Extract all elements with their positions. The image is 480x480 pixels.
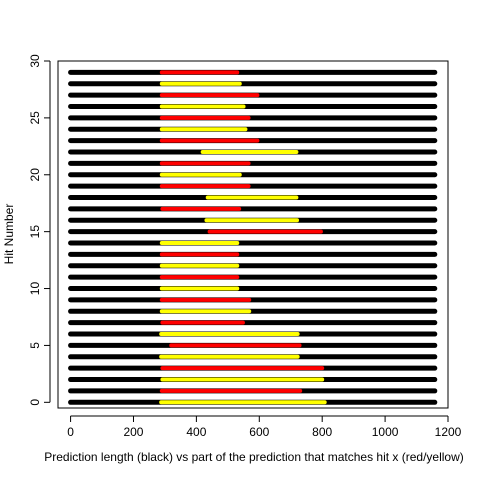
y-tick-label: 10 — [28, 282, 42, 296]
y-tick-label: 0 — [28, 399, 42, 406]
y-tick-label: 30 — [28, 54, 42, 68]
y-tick-label: 5 — [28, 342, 42, 349]
x-axis-title: Prediction length (black) vs part of the… — [44, 450, 464, 464]
x-tick-label: 800 — [312, 425, 332, 439]
x-tick-label: 1000 — [372, 425, 399, 439]
bars-group — [68, 69, 438, 405]
plot-frame — [57, 60, 449, 409]
y-tick-label: 15 — [28, 225, 42, 239]
y-axis: 0 5 10 15 20 25 30 — [28, 54, 51, 406]
x-tick-label: 200 — [123, 425, 143, 439]
y-tick-label: 20 — [28, 168, 42, 182]
x-axis: 0 200 400 600 800 1000 1200 — [67, 415, 462, 439]
y-tick-label: 25 — [28, 111, 42, 125]
x-tick-label: 600 — [249, 425, 269, 439]
x-tick-label: 0 — [67, 425, 74, 439]
x-tick-label: 1200 — [435, 425, 462, 439]
y-axis-title: Hit Number — [2, 204, 16, 265]
x-tick-label: 400 — [186, 425, 206, 439]
